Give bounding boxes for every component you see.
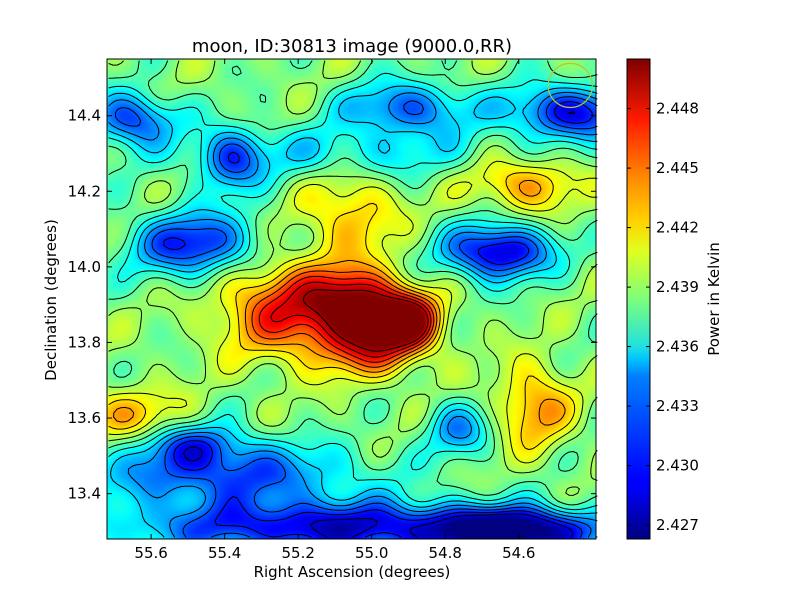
y-tick-label: 13.8 [68, 333, 101, 351]
colorbar-tick-label: 2.430 [656, 457, 699, 475]
y-tick-label: 14.0 [68, 258, 101, 276]
colorbar-tick-label: 2.448 [656, 100, 699, 118]
colorbar-tick-label: 2.445 [656, 159, 699, 177]
colorbar-ticks: 2.427 2.430 2.433 2.436 2.439 2.442 2.445 2.448 [627, 100, 699, 534]
contour-path [108, 60, 598, 538]
contour-lines [108, 60, 598, 538]
axes: 55.6 55.4 55.2 55.0 54.8 54.6 13.4 13.6 13.8 14.0… [68, 58, 597, 562]
x-axis-label: Right Ascension (degrees) [254, 563, 451, 581]
x-tick-label: 55.4 [208, 544, 241, 562]
colorbar-tick-label: 2.427 [656, 516, 699, 534]
plot-frame [106, 58, 597, 540]
x-tick-label: 54.6 [502, 544, 535, 562]
x-tick-label: 55.2 [281, 544, 314, 562]
x-tick-label: 54.8 [429, 544, 462, 562]
colorbar-label: Power in Kelvin [705, 242, 723, 356]
y-tick-label: 14.2 [68, 182, 101, 200]
colorbar-tick-label: 2.436 [656, 338, 699, 356]
y-tick-label: 14.4 [68, 107, 101, 125]
colorbar-tick-label: 2.439 [656, 278, 699, 296]
colorbar-tick-label: 2.442 [656, 219, 699, 237]
y-tick-label: 13.4 [68, 485, 101, 503]
y-axis-label: Declination (degrees) [42, 219, 60, 381]
colorbar [626, 58, 651, 540]
beam-marker [547, 62, 593, 109]
y-tick-label: 13.6 [68, 409, 101, 427]
x-tick-label: 55.6 [134, 544, 167, 562]
x-tick-label: 55.0 [355, 544, 388, 562]
chart-title: moon, ID:30813 image (9000.0,RR) [192, 36, 512, 57]
colorbar-tick-label: 2.433 [656, 397, 699, 415]
